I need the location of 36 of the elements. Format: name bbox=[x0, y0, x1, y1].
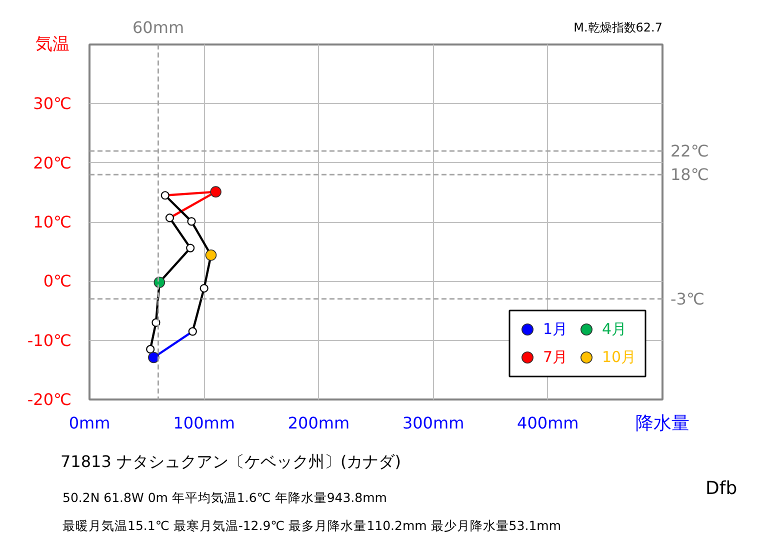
y-tick-label: 30℃ bbox=[33, 94, 72, 114]
point bbox=[205, 249, 217, 261]
point bbox=[148, 352, 160, 364]
point bbox=[187, 217, 196, 226]
x-tick-label: 100mm bbox=[173, 414, 235, 432]
text: M.乾燥指数62.7 bbox=[574, 20, 663, 34]
point bbox=[160, 191, 170, 200]
point bbox=[186, 244, 195, 252]
y-tick-label: 20℃ bbox=[33, 153, 72, 172]
text: 最暖月気温15.1℃ 最寒月気温-12.9℃ 最多月降水量110.2mm 最少月降水量53.1mm bbox=[62, 518, 561, 533]
x-tick-label: 300mm bbox=[402, 414, 464, 432]
x-axis-title: 降水量 bbox=[636, 413, 690, 434]
text: Dfb bbox=[706, 478, 738, 499]
y-tick-label: -10℃ bbox=[27, 330, 72, 350]
y-tick-label: 0℃ bbox=[43, 272, 72, 291]
point bbox=[200, 284, 208, 293]
y-tick-label: -20℃ bbox=[27, 390, 72, 409]
y-tick-label: 10℃ bbox=[33, 212, 72, 232]
point bbox=[210, 186, 222, 198]
x-tick-label: 200mm bbox=[288, 414, 350, 432]
legend-label: 10月 bbox=[602, 346, 636, 368]
x-tick-label: 400mm bbox=[517, 414, 579, 432]
text: 71813 ナタシュクアン〔ケベック州〕(カナダ) bbox=[60, 452, 401, 471]
ref-line-label: 18℃ bbox=[670, 165, 709, 184]
point bbox=[165, 214, 174, 222]
ref-line-label: 60mm bbox=[132, 18, 184, 37]
point bbox=[146, 344, 155, 354]
legend-label: 1月 bbox=[543, 318, 568, 340]
ref-line-label: 22℃ bbox=[670, 142, 709, 160]
text: 50.2N 61.8W 0m 年平均気温1.6℃ 年降水量943.8mm bbox=[62, 490, 387, 505]
legend-label: 7月 bbox=[543, 346, 568, 368]
legend-label: 4月 bbox=[602, 318, 627, 340]
ref-line-label: -3℃ bbox=[670, 289, 704, 308]
point bbox=[188, 327, 197, 336]
x-tick-label: 0mm bbox=[68, 414, 110, 432]
y-axis-title: 気温 bbox=[36, 34, 70, 54]
